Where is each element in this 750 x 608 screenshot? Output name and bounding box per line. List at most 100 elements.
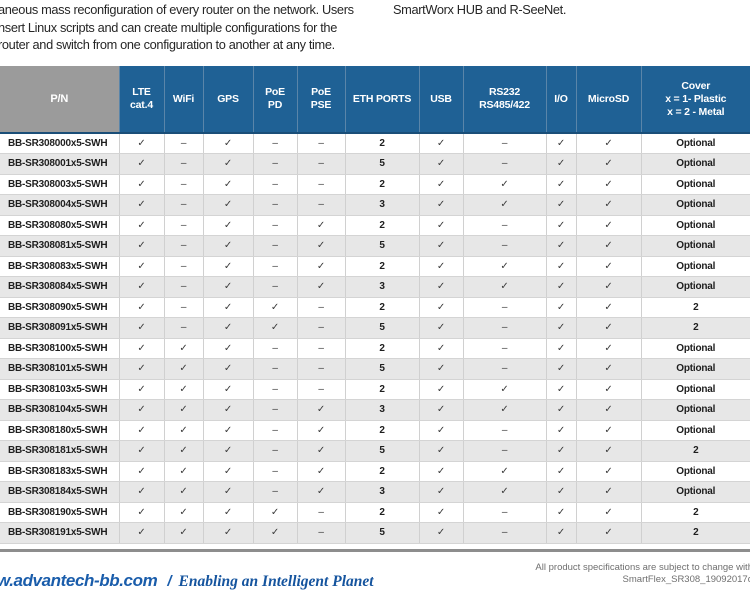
spec-value-cell: ✓ — [252, 522, 297, 544]
table-row: BB-SR308191x5-SWH ✓ ✓ ✓ ✓ –5 ✓ – ✓ ✓ 2 — [0, 522, 750, 544]
spec-value-cell: ✓ — [545, 276, 576, 298]
spec-value-cell: ✓ — [545, 215, 576, 236]
spec-value-cell: ✓ — [575, 194, 641, 216]
spec-value-cell: 2 — [640, 317, 750, 339]
spec-value-cell: ✓ — [163, 399, 203, 421]
spec-value-cell: – — [462, 317, 546, 339]
spec-value-cell: ✓ — [118, 502, 164, 523]
spec-value-cell: – — [252, 420, 297, 441]
spec-value-cell: – — [462, 153, 546, 175]
table-row: BB-SR308183x5-SWH ✓ ✓ ✓ – ✓ 2 ✓ ✓ ✓ ✓ Optional — [0, 461, 750, 482]
spec-value-cell: – — [296, 133, 345, 154]
spec-value-cell: ✓ — [575, 174, 641, 195]
spec-value-cell: – — [296, 522, 345, 544]
table-row: BB-SR308190x5-SWH ✓ ✓ ✓ ✓ –2 ✓ – ✓ ✓ 2 — [0, 502, 750, 523]
spec-value-cell: ✓ — [118, 481, 164, 503]
part-number-cell: BB-SR308084x5-SWH — [0, 276, 119, 298]
intro-paragraph-left: aneous mass reconfiguration of every rou… — [0, 1, 390, 54]
spec-value-cell: ✓ — [418, 297, 463, 318]
spec-value-cell: 2 — [344, 297, 419, 318]
column-header-gps: GPS — [202, 66, 253, 134]
spec-value-cell: – — [462, 358, 546, 380]
spec-value-cell: ✓ — [575, 317, 641, 339]
spec-value-cell: 2 — [640, 297, 750, 318]
spec-value-cell: ✓ — [418, 153, 463, 175]
spec-value-cell: ✓ — [118, 297, 164, 318]
spec-table-body: BB-SR308000x5-SWH ✓ – ✓ – –2 ✓ – ✓ ✓ Optional BB-SR… — [0, 133, 750, 544]
spec-value-cell: ✓ — [118, 522, 164, 544]
spec-value-cell: – — [252, 235, 297, 257]
spec-value-cell: ✓ — [575, 358, 641, 380]
spec-value-cell: Optional — [640, 420, 750, 441]
table-header: P/N LTE cat.4 WiFi GPS PoE PD PoE PSE ET… — [0, 66, 750, 134]
spec-value-cell: ✓ — [296, 461, 345, 482]
spec-value-cell: – — [296, 174, 345, 195]
spec-value-cell: ✓ — [545, 358, 576, 380]
spec-value-cell: ✓ — [202, 338, 253, 359]
spec-value-cell: Optional — [640, 399, 750, 421]
part-number-cell: BB-SR308181x5-SWH — [0, 440, 119, 462]
table-row: BB-SR308180x5-SWH ✓ ✓ ✓ – ✓ 2 ✓ – ✓ ✓ Optional — [0, 420, 750, 441]
spec-value-cell: Optional — [640, 276, 750, 298]
part-number-cell: BB-SR308003x5-SWH — [0, 174, 119, 195]
spec-value-cell: ✓ — [575, 276, 641, 298]
spec-value-cell: ✓ — [418, 133, 463, 154]
spec-value-cell: ✓ — [118, 256, 164, 277]
spec-value-cell: ✓ — [202, 215, 253, 236]
spec-value-cell: ✓ — [545, 338, 576, 359]
spec-value-cell: ✓ — [202, 133, 253, 154]
spec-value-cell: ✓ — [296, 440, 345, 462]
spec-value-cell: ✓ — [202, 481, 253, 503]
spec-value-cell: – — [252, 461, 297, 482]
spec-value-cell: 2 — [344, 461, 419, 482]
spec-value-cell: ✓ — [252, 502, 297, 523]
product-spec-table: P/N LTE cat.4 WiFi GPS PoE PD PoE PSE ET… — [0, 66, 750, 544]
part-number-cell: BB-SR308081x5-SWH — [0, 235, 119, 257]
spec-value-cell: – — [252, 379, 297, 400]
column-header-usb: USB — [418, 66, 463, 134]
spec-value-cell: ✓ — [575, 133, 641, 154]
spec-value-cell: – — [296, 194, 345, 216]
spec-value-cell: ✓ — [163, 379, 203, 400]
part-number-cell: BB-SR308090x5-SWH — [0, 297, 119, 318]
spec-value-cell: – — [296, 153, 345, 175]
spec-value-cell: – — [252, 153, 297, 175]
intro-line: SmartWorx HUB and R-SeeNet. — [393, 2, 567, 17]
website-link[interactable]: w.advantech-bb.com — [0, 571, 158, 590]
spec-value-cell: Optional — [640, 481, 750, 503]
spec-value-cell: 3 — [344, 276, 419, 298]
table-row: BB-SR308081x5-SWH ✓ – ✓ – ✓ 5 ✓ – ✓ ✓ Optional — [0, 235, 750, 257]
spec-value-cell: ✓ — [118, 461, 164, 482]
footer-disclaimer: All product specifications are subject t… — [535, 562, 750, 585]
spec-value-cell: ✓ — [202, 399, 253, 421]
spec-value-cell: ✓ — [462, 194, 546, 216]
spec-value-cell: – — [252, 399, 297, 421]
spec-value-cell: ✓ — [118, 317, 164, 339]
table-row: BB-SR308084x5-SWH ✓ – ✓ – ✓ 3 ✓ ✓ ✓ ✓ Optional — [0, 276, 750, 298]
table-row: BB-SR308091x5-SWH ✓ – ✓ ✓ –5 ✓ – ✓ ✓ 2 — [0, 317, 750, 339]
spec-value-cell: Optional — [640, 194, 750, 216]
table-row: BB-SR308101x5-SWH ✓ ✓ ✓ – –5 ✓ – ✓ ✓ Optional — [0, 358, 750, 380]
spec-value-cell: ✓ — [418, 379, 463, 400]
spec-value-cell: – — [462, 338, 546, 359]
spec-value-cell: ✓ — [462, 481, 546, 503]
spec-value-cell: ✓ — [296, 235, 345, 257]
spec-value-cell: ✓ — [462, 256, 546, 277]
spec-value-cell: ✓ — [545, 317, 576, 339]
footer-divider — [0, 549, 750, 552]
spec-value-cell: ✓ — [202, 502, 253, 523]
spec-value-cell: 2 — [344, 133, 419, 154]
spec-value-cell: ✓ — [575, 256, 641, 277]
spec-value-cell: 5 — [344, 317, 419, 339]
spec-value-cell: ✓ — [418, 215, 463, 236]
spec-value-cell: ✓ — [118, 174, 164, 195]
spec-value-cell: ✓ — [163, 358, 203, 380]
spec-value-cell: ✓ — [545, 133, 576, 154]
spec-value-cell: ✓ — [252, 297, 297, 318]
spec-value-cell: ✓ — [545, 502, 576, 523]
spec-value-cell: ✓ — [296, 420, 345, 441]
spec-value-cell: 5 — [344, 522, 419, 544]
spec-value-cell: ✓ — [202, 461, 253, 482]
spec-value-cell: – — [163, 276, 203, 298]
spec-value-cell: ✓ — [202, 420, 253, 441]
